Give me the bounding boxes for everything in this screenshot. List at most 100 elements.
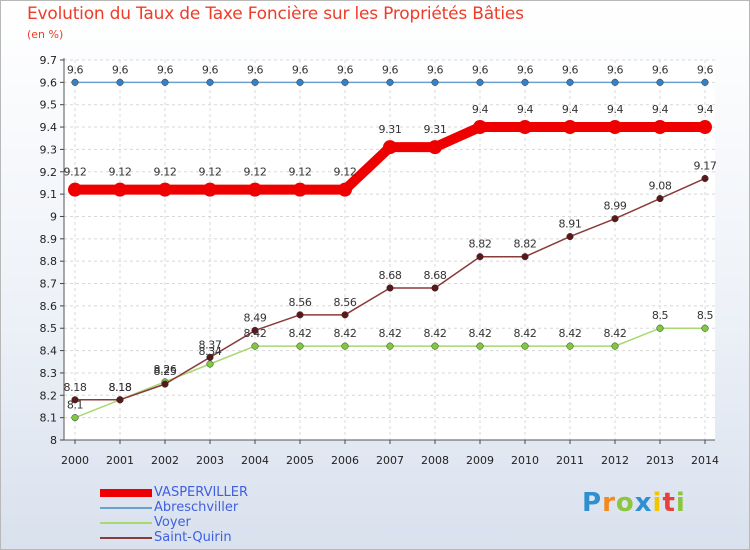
data-label-abreschviller: 9.6: [607, 63, 624, 76]
data-label-saint-quirin: 8.91: [559, 218, 582, 231]
y-tick-label: 8.4: [40, 345, 58, 358]
y-tick-label: 8.6: [40, 300, 58, 313]
point-saint-quirin: [116, 396, 124, 404]
x-tick-label: 2003: [196, 454, 224, 467]
x-tick-label: 2008: [421, 454, 449, 467]
y-tick-label: 8.5: [40, 322, 58, 335]
point-saint-quirin: [71, 396, 79, 404]
point-vasperviller: [518, 120, 532, 135]
x-tick-label: 2013: [646, 454, 674, 467]
y-tick-label: 8.9: [40, 233, 58, 246]
y-tick-label: 9.3: [40, 143, 58, 156]
data-label-voyer: 8.42: [469, 327, 492, 340]
data-label-voyer: 8.26: [154, 363, 177, 376]
point-vasperviller: [158, 182, 172, 197]
point-vasperviller: [248, 182, 262, 197]
data-label-voyer: 8.42: [379, 327, 402, 340]
data-label-abreschviller: 9.6: [652, 63, 669, 76]
data-label-vasperviller: 9.12: [109, 166, 132, 179]
legend-label: Saint-Quirin: [154, 530, 232, 545]
point-saint-quirin: [161, 380, 169, 388]
data-label-vasperviller: 9.12: [334, 166, 357, 179]
point-vasperviller: [113, 182, 127, 197]
point-voyer: [701, 324, 709, 332]
point-voyer: [251, 342, 259, 350]
y-tick-label: 9.5: [40, 99, 58, 112]
data-label-voyer: 8.5: [652, 309, 669, 322]
logo-letter: o: [615, 488, 635, 518]
y-axis-unit: (en %): [27, 28, 64, 41]
point-abreschviller: [476, 78, 484, 86]
data-label-vasperviller: 9.12: [64, 166, 87, 179]
data-label-voyer: 8.42: [604, 327, 627, 340]
logo-letter: x: [634, 488, 653, 518]
data-label-abreschviller: 9.6: [517, 63, 534, 76]
data-label-voyer: 8.42: [244, 327, 267, 340]
y-tick-label: 8.1: [40, 412, 58, 425]
point-saint-quirin: [566, 233, 574, 241]
data-label-vasperviller: 9.12: [244, 166, 267, 179]
x-tick-label: 2014: [691, 454, 719, 467]
legend-label: Voyer: [154, 515, 191, 530]
data-label-vasperviller: 9.31: [424, 123, 447, 136]
data-label-abreschviller: 9.6: [247, 63, 264, 76]
point-voyer: [206, 360, 214, 368]
legend-swatch: [100, 522, 152, 524]
data-label-vasperviller: 9.31: [379, 123, 402, 136]
data-label-saint-quirin: 8.18: [64, 381, 87, 394]
x-tick-label: 2006: [331, 454, 359, 467]
legend-swatch: [100, 537, 152, 539]
y-tick-label: 8.2: [40, 389, 58, 402]
point-saint-quirin: [341, 311, 349, 319]
data-label-saint-quirin: 9.17: [694, 159, 717, 172]
y-tick-label: 9.7: [40, 54, 58, 67]
x-tick-label: 2009: [466, 454, 494, 467]
data-label-abreschviller: 9.6: [562, 63, 579, 76]
point-voyer: [431, 342, 439, 350]
data-label-saint-quirin: 8.18: [109, 381, 132, 394]
point-vasperviller: [428, 140, 442, 155]
point-vasperviller: [338, 182, 352, 197]
x-tick-label: 2000: [61, 454, 89, 467]
data-label-voyer: 8.34: [199, 345, 222, 358]
point-voyer: [386, 342, 394, 350]
x-tick-label: 2005: [286, 454, 314, 467]
y-tick-label: 8.7: [40, 278, 58, 291]
data-label-abreschviller: 9.6: [157, 63, 174, 76]
point-saint-quirin: [521, 253, 529, 261]
point-abreschviller: [656, 78, 664, 86]
legend-label: VASPERVILLER: [154, 485, 249, 500]
data-label-abreschviller: 9.6: [697, 63, 714, 76]
data-label-saint-quirin: 9.08: [649, 180, 672, 193]
point-abreschviller: [251, 78, 259, 86]
logo-letter: i: [652, 488, 663, 518]
data-label-vasperviller: 9.12: [289, 166, 312, 179]
point-saint-quirin: [431, 284, 439, 292]
x-tick-label: 2011: [556, 454, 584, 467]
data-label-saint-quirin: 8.56: [334, 296, 357, 309]
point-voyer: [566, 342, 574, 350]
logo-letter: P: [582, 488, 603, 518]
data-label-saint-quirin: 8.68: [424, 269, 447, 282]
y-tick-label: 8.8: [40, 255, 58, 268]
point-voyer: [521, 342, 529, 350]
y-tick-label: 8.3: [40, 367, 58, 380]
data-label-saint-quirin: 8.37: [199, 338, 222, 351]
logo-letter: t: [662, 488, 676, 518]
data-label-voyer: 8.42: [514, 327, 537, 340]
data-label-voyer: 8.18: [109, 381, 132, 394]
point-saint-quirin: [701, 174, 709, 183]
point-vasperviller: [383, 140, 397, 155]
legend-label: Abreschviller: [154, 500, 239, 515]
data-label-voyer: 8.42: [334, 327, 357, 340]
data-label-saint-quirin: 8.49: [244, 311, 267, 324]
legend-swatch: [100, 507, 152, 509]
data-label-voyer: 8.1: [67, 399, 83, 412]
data-label-vasperviller: 9.4: [652, 103, 669, 116]
x-tick-label: 2012: [601, 454, 629, 467]
point-abreschviller: [296, 78, 304, 86]
legend-swatch: [100, 489, 152, 497]
data-label-abreschviller: 9.6: [427, 63, 444, 76]
point-saint-quirin: [296, 311, 304, 319]
